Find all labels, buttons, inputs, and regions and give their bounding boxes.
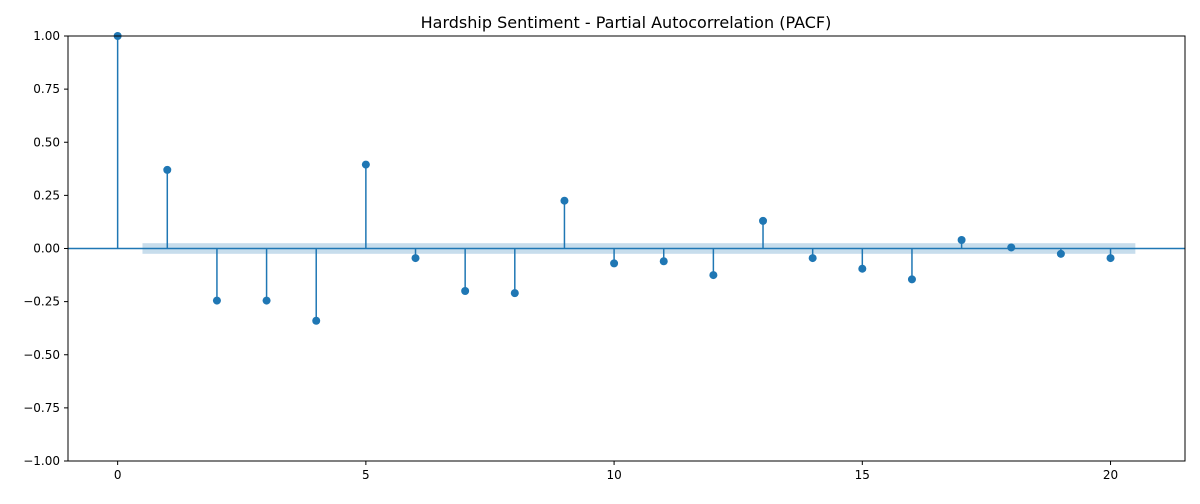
stem-marker xyxy=(163,165,172,174)
x-tick-label: 10 xyxy=(606,468,621,482)
stem-marker xyxy=(957,236,966,244)
y-tick-label: −0.25 xyxy=(23,295,60,309)
stem-marker xyxy=(659,257,668,266)
stem-layer xyxy=(68,32,1185,325)
y-tick-label: −0.75 xyxy=(23,401,60,415)
stem-marker xyxy=(1056,249,1065,258)
x-tick-label: 15 xyxy=(855,468,870,482)
stem-marker xyxy=(709,271,718,280)
y-tick-label: 0.75 xyxy=(33,82,60,96)
stem-marker xyxy=(1106,254,1115,263)
y-tick-label: 0.50 xyxy=(33,135,60,149)
stem-marker xyxy=(212,296,221,305)
y-tick-label: 0.00 xyxy=(33,242,60,256)
plot-frame xyxy=(67,35,1186,462)
y-tick-label: 0.25 xyxy=(33,188,60,202)
x-axis-ticks: 0 5 10 15 20 xyxy=(114,461,1118,482)
stem-marker xyxy=(808,254,817,263)
x-tick-label: 0 xyxy=(114,468,122,482)
stem-marker xyxy=(907,275,916,284)
stem-marker xyxy=(510,289,519,298)
y-axis-ticks: 1.00 0.75 0.50 0.25 0.00 −0.25 −0.50 −0.75 −1.00 xyxy=(23,29,68,468)
stem-marker xyxy=(312,316,321,325)
x-tick-label: 5 xyxy=(362,468,370,482)
chart-title: Hardship Sentiment - Partial Autocorrela… xyxy=(421,13,832,32)
stem-marker xyxy=(411,254,420,263)
x-tick-label: 20 xyxy=(1103,468,1118,482)
stem-marker xyxy=(610,259,619,268)
stem-marker xyxy=(858,264,867,273)
stem-marker xyxy=(759,216,768,225)
stem-marker xyxy=(361,160,370,169)
y-tick-label: −1.00 xyxy=(23,454,60,468)
y-tick-label: −0.50 xyxy=(23,348,60,362)
y-tick-label: 1.00 xyxy=(33,29,60,43)
stem-marker xyxy=(1007,243,1016,252)
stem-marker xyxy=(560,196,569,205)
stem-marker xyxy=(262,296,271,305)
stem-marker xyxy=(461,287,470,295)
